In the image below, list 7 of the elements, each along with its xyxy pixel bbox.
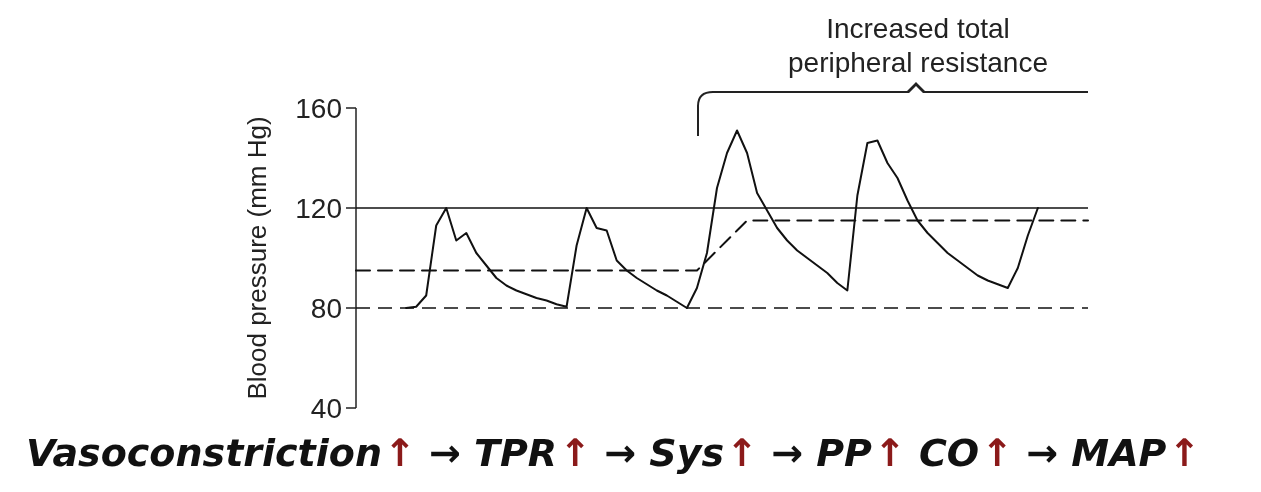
y-tick-label: 40: [310, 392, 342, 424]
y-tick-label: 120: [295, 192, 342, 224]
text: Vasoconstriction↑ → TPR↑ → Sys↑ → PP↑ CO↑ → MAP↑: [26, 431, 1201, 475]
y-tick-label: 80: [310, 292, 342, 324]
text: Increased total peripheral resistance: [788, 13, 1048, 78]
y-tick-label: 160: [295, 92, 342, 124]
y-axis-title: Blood pressure (mm Hg): [242, 116, 272, 400]
